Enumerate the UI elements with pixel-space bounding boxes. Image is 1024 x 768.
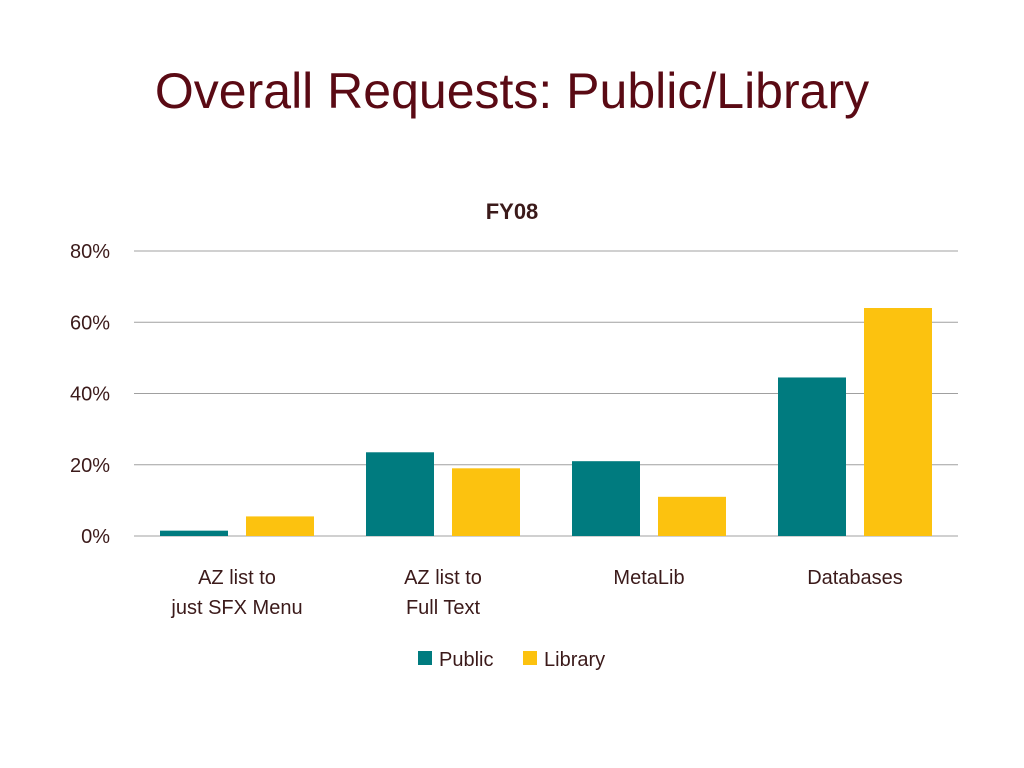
bar-public [160, 530, 228, 536]
bar-library [246, 516, 314, 536]
y-tick-label: 60% [70, 312, 110, 334]
bar-public [366, 452, 434, 536]
x-tick-label: MetaLib [613, 567, 684, 589]
y-tick-label: 40% [70, 384, 110, 406]
x-tick-label: Databases [807, 567, 903, 589]
bar-public [572, 461, 640, 536]
bar-public [778, 377, 846, 536]
bar-library [452, 468, 520, 536]
y-tick-label: 0% [81, 526, 110, 548]
legend-swatch-library [523, 651, 537, 665]
legend-label-library: Library [544, 649, 605, 671]
x-tick-label: Full Text [406, 597, 481, 619]
slide-title: Overall Requests: Public/Library [154, 63, 870, 119]
chart-title: FY08 [486, 199, 539, 224]
bar-library [864, 308, 932, 536]
y-tick-label: 80% [70, 241, 110, 263]
x-tick-label: AZ list to [404, 567, 482, 589]
y-tick-label: 20% [70, 455, 110, 477]
legend-label-public: Public [439, 649, 493, 671]
x-tick-label: just SFX Menu [170, 597, 302, 619]
bar-library [658, 496, 726, 536]
legend-swatch-public [418, 651, 432, 665]
x-tick-label: AZ list to [198, 567, 276, 589]
